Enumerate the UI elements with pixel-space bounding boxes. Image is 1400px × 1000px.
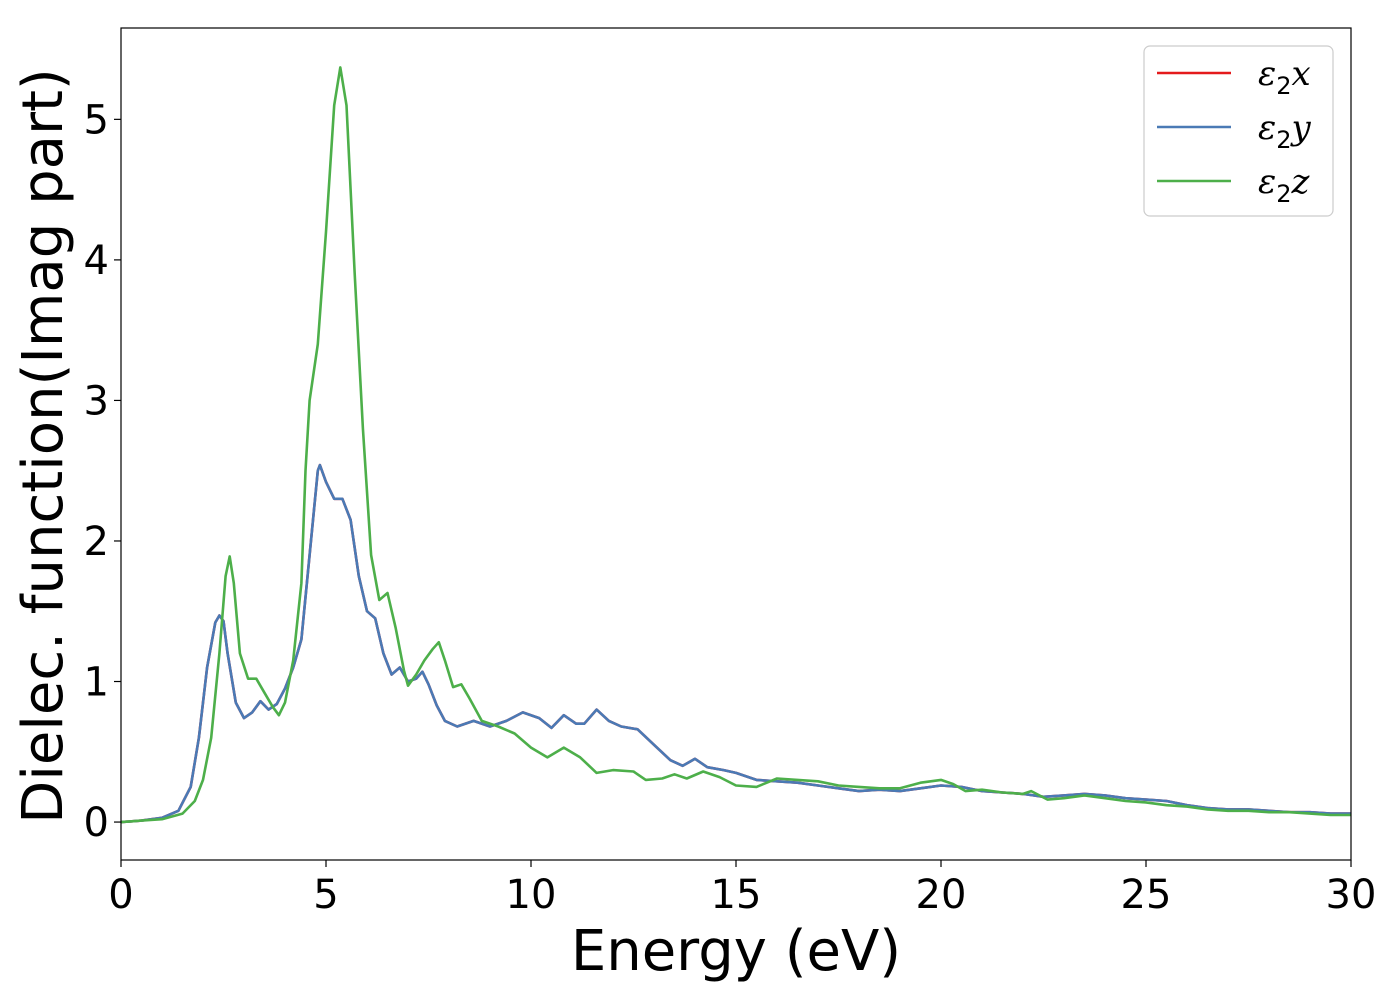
y-tick-label: 0	[84, 800, 109, 846]
x-tick-label: 0	[108, 872, 133, 918]
x-tick-label: 10	[506, 872, 557, 918]
legend-box	[1143, 45, 1334, 217]
legend-label-y: ε2y	[1258, 108, 1312, 154]
legend-label-z: ε2z	[1258, 162, 1311, 208]
x-tick-label: 30	[1326, 872, 1377, 918]
legend-label-x: ε2x	[1258, 54, 1311, 100]
y-tick-label: 4	[84, 238, 109, 284]
y-axis-label: Dielec. function(Imag part)	[11, 68, 76, 824]
ticks-layer: 0 5 10 15 20 25 30 0 1 2 3 4 5	[84, 97, 1377, 918]
y-tick-label: 5	[84, 97, 109, 143]
x-axis-label: Energy (eV)	[571, 919, 901, 984]
y-tick-label: 3	[84, 378, 109, 424]
y-tick-label: 2	[84, 519, 109, 565]
series-line-y	[121, 463, 1351, 824]
legend-items: ε2x ε2y ε2z	[1157, 54, 1312, 208]
plot-frame	[120, 27, 1352, 861]
legend: ε2x ε2y ε2z	[1143, 45, 1334, 217]
x-tick-label: 20	[916, 872, 967, 918]
series-layer	[121, 66, 1351, 824]
series-line-x	[121, 463, 1351, 824]
series-line-z	[121, 66, 1351, 824]
x-tick-label: 15	[711, 872, 762, 918]
y-tick-label: 1	[84, 660, 109, 706]
x-tick-label: 5	[313, 872, 338, 918]
x-tick-label: 25	[1121, 872, 1172, 918]
